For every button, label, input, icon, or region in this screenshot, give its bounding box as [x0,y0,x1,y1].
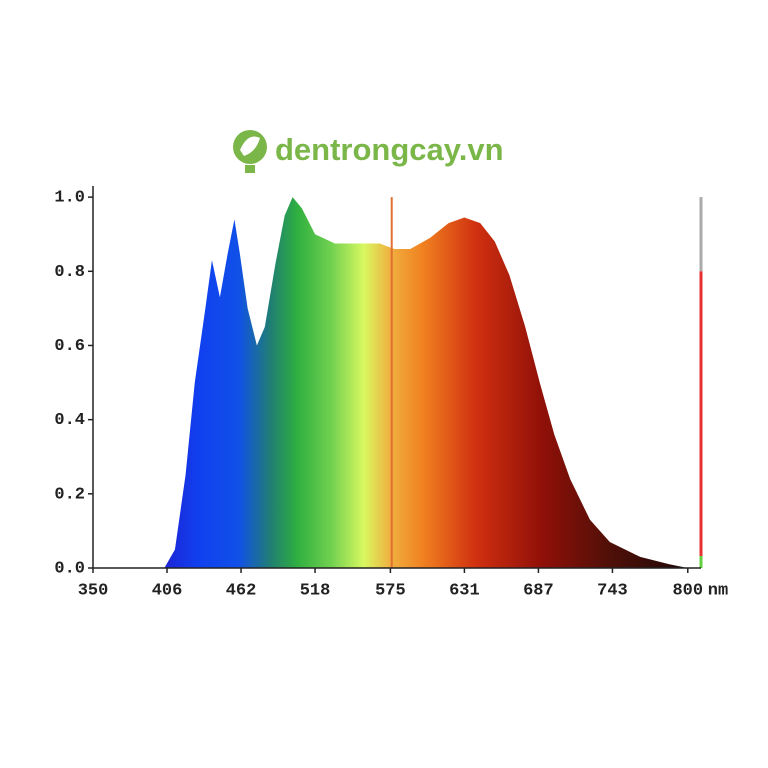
y-tick-label: 0.6 [54,337,85,356]
y-tick-label: 1.0 [54,189,85,208]
y-tick-label: 0.4 [54,411,85,430]
x-tick-label: 687 [523,581,554,600]
indicator-level [699,271,703,556]
indicator-track [699,197,703,272]
logo-leaf [240,136,260,156]
y-tick-label: 0.0 [54,559,85,578]
x-tick-label: 743 [597,581,628,600]
spectrum-area [93,197,688,568]
y-tick-label: 0.8 [54,263,85,282]
x-unit: nm [708,581,728,600]
x-tick-label: 350 [78,581,109,600]
watermark: dentrongcay.vn [275,132,504,167]
x-tick-label: 462 [226,581,257,600]
x-tick-label: 631 [449,581,480,600]
indicator-base [699,556,703,568]
x-tick-label: 518 [300,581,331,600]
y-tick-label: 0.2 [54,485,85,504]
x-tick-label: 575 [375,581,406,600]
x-tick-label: 406 [152,581,183,600]
x-tick-label: 800 [672,581,703,600]
logo-base [245,165,255,173]
logo: dentrongcay.vn [233,130,504,173]
